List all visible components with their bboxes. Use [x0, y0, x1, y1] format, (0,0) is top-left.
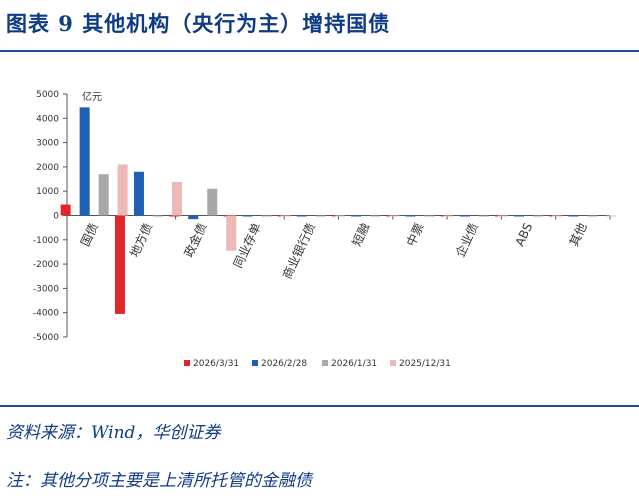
bar — [226, 215, 237, 251]
y-tick-label: 2000 — [36, 163, 59, 173]
y-axis: -5000 -4000 -3000 -2000 -1000 0 1000 2000 3000 40… — [33, 90, 68, 343]
bar — [133, 171, 144, 216]
bar — [60, 204, 71, 216]
legend-label: 2026/1/31 — [331, 359, 377, 369]
bar-chart: -5000 -4000 -3000 -2000 -1000 0 1000 2000 3000 40… — [33, 90, 617, 369]
bar — [606, 215, 617, 217]
y-tick-label: 0 — [53, 212, 59, 222]
legend: 2026/3/31 2026/2/28 2026/1/31 2025/12/31 — [184, 359, 451, 369]
category-label: 中票 — [403, 220, 427, 248]
bar — [169, 215, 180, 217]
bar — [568, 215, 579, 217]
legend-label: 2025/12/31 — [399, 359, 451, 369]
bar — [296, 215, 307, 217]
category-label: 国债 — [78, 221, 101, 249]
bar — [114, 215, 125, 314]
y-tick-label: -1000 — [33, 236, 59, 246]
y-tick-label: -4000 — [33, 309, 59, 319]
y-tick-label: 3000 — [36, 139, 59, 149]
bar — [98, 174, 109, 216]
bar — [315, 215, 326, 217]
bar — [514, 215, 525, 217]
bar — [533, 215, 544, 217]
category-label: ABS — [512, 221, 535, 249]
bar — [152, 215, 163, 217]
bar — [351, 215, 362, 217]
bar — [242, 215, 253, 217]
x-tick-labels: 国债 地方债 政金债 同业存单 商业银行债 短融 中票 企业债 ABS 其他 — [78, 220, 590, 281]
category-label: 商业银行债 — [279, 220, 318, 281]
title-divider — [0, 50, 639, 52]
bar — [443, 215, 454, 217]
source-text: 资料来源：Wind，华创证券 — [6, 423, 221, 443]
bar — [389, 215, 400, 217]
category-label: 地方债 — [126, 220, 155, 259]
bar — [79, 107, 90, 216]
y-tick-label: 5000 — [36, 90, 59, 100]
unit-label: 亿元 — [82, 90, 102, 103]
legend-label: 2026/2/28 — [261, 359, 307, 369]
bar — [117, 164, 128, 216]
bar — [587, 215, 598, 217]
bar — [424, 215, 435, 217]
category-label: 短融 — [350, 221, 373, 249]
bar — [497, 215, 508, 217]
y-tick-label: 4000 — [36, 114, 59, 124]
bar — [370, 215, 381, 217]
legend-swatch — [390, 360, 396, 366]
legend-swatch — [322, 360, 328, 366]
bar — [171, 181, 182, 216]
bar — [552, 215, 563, 217]
y-tick-label: -3000 — [33, 284, 59, 294]
legend-swatch — [252, 360, 258, 366]
bar — [405, 215, 416, 217]
category-label: 政金债 — [181, 220, 210, 259]
y-tick-label: -2000 — [33, 260, 59, 270]
y-tick-label: -5000 — [33, 333, 59, 343]
bar — [207, 188, 218, 216]
legend-label: 2026/3/31 — [193, 359, 239, 369]
bars — [60, 107, 617, 314]
figure-title: 图表 9 其他机构（央行为主）增持国债 — [6, 11, 391, 36]
bar — [478, 215, 489, 217]
source-divider — [0, 405, 639, 407]
bar — [280, 215, 291, 217]
y-tick-label: 1000 — [36, 187, 59, 197]
legend-swatch — [184, 360, 190, 366]
bar — [459, 215, 470, 217]
bar — [188, 215, 199, 220]
bar — [334, 215, 345, 217]
category-label: 其他 — [567, 221, 590, 249]
category-label: 企业债 — [452, 220, 481, 259]
bar — [261, 215, 272, 217]
note-text: 注：其他分项主要是上清所托管的金融债 — [6, 471, 312, 491]
